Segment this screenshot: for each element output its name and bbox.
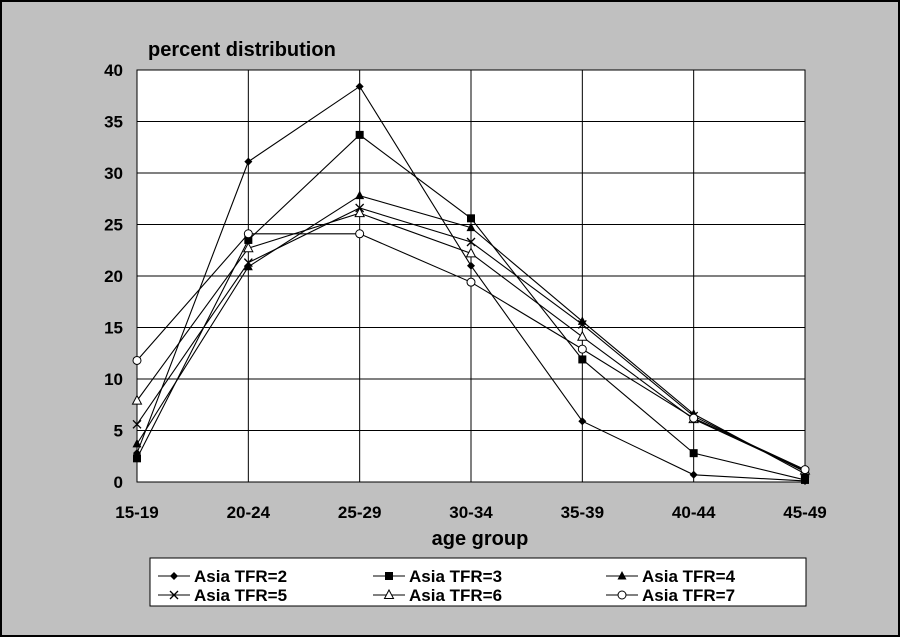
data-point-tfr5 [132,419,142,429]
data-point-tfr2 [578,417,587,426]
legend-marker [383,588,395,599]
data-point-tfr3 [133,454,141,463]
data-point-tfr7 [355,229,365,239]
data-point-tfr7 [243,229,253,239]
data-point-tfr5 [466,237,476,247]
data-point-tfr3 [244,235,253,244]
y-tick-labels: 0 5 10 15 20 25 30 35 40 [104,61,123,492]
legend-label: Asia TFR=2 [194,567,287,586]
legend-item: Asia TFR=7 [606,586,735,605]
y-tick-label: 30 [104,164,123,183]
data-point-tfr7 [800,465,810,475]
legend-item: Asia TFR=4 [606,567,736,586]
data-point-tfr7 [689,413,699,423]
legend-marker [617,571,627,580]
legend-label: Asia TFR=5 [194,586,287,605]
data-point-tfr4 [243,261,253,271]
legend-item: Asia TFR=3 [373,567,502,586]
data-point-tfr2 [355,82,364,91]
x-tick-label: 30-34 [449,503,493,522]
legend-item: Asia TFR=6 [373,586,502,605]
legend-label: Asia TFR=4 [642,567,736,586]
legend-marker [385,572,393,580]
data-point-tfr7 [577,344,587,354]
legend-marker [169,590,179,600]
legend-label: Asia TFR=3 [409,567,502,586]
data-point-tfr4 [355,190,365,200]
data-point-tfr3 [689,449,698,458]
data-point-tfr4 [132,438,142,448]
data-point-tfr2 [244,157,253,166]
legend-item: Asia TFR=5 [158,586,287,605]
y-tick-label: 40 [104,61,123,80]
x-tick-label: 45-49 [783,503,826,522]
legend-marker [617,590,627,600]
legend-label: Asia TFR=7 [642,586,735,605]
data-point-tfr5 [243,258,253,268]
data-point-tfr6 [131,394,143,405]
data-point-tfr3 [801,475,809,484]
x-tick-label: 35-39 [561,503,604,522]
data-point-tfr6 [465,247,477,258]
y-tick-label: 15 [104,319,123,338]
data-point-tfr6 [243,242,254,253]
data-point-tfr2 [689,470,698,479]
x-tick-label: 20-24 [227,503,271,522]
y-tick-label: 5 [114,422,123,441]
legend: Asia TFR=2 Asia TFR=3 Asia TFR=4 Asia TFR=5… [149,557,807,607]
y-tick-label: 20 [104,267,123,286]
y-tick-label: 25 [104,216,123,235]
data-point-tfr6 [354,207,365,218]
legend-item: Asia TFR=2 [158,567,287,586]
legend-label: Asia TFR=6 [409,586,502,605]
x-tick-label: 25-29 [338,503,381,522]
data-point-tfr5 [577,319,587,329]
series-markers [131,82,811,485]
x-tick-label: 15-19 [115,503,158,522]
data-point-tfr2 [467,261,475,270]
x-tick-label: 40-44 [672,503,716,522]
legend-marker [170,572,178,580]
y-axis-title: percent distribution [148,39,336,61]
y-tick-label: 0 [114,473,123,492]
data-point-tfr3 [355,130,364,139]
legend-box [149,557,807,607]
x-axis-title: age group [432,528,529,550]
data-point-tfr7 [132,355,142,365]
data-point-tfr7 [466,277,476,287]
data-point-tfr6 [577,330,588,341]
x-tick-labels: 15-19 20-24 25-29 30-34 35-39 40-44 45-49 [115,503,826,522]
y-tick-label: 35 [104,113,123,132]
data-point-tfr4 [466,222,476,232]
data-point-tfr3 [467,214,475,223]
y-tick-label: 10 [104,370,123,389]
data-point-tfr3 [578,355,587,364]
